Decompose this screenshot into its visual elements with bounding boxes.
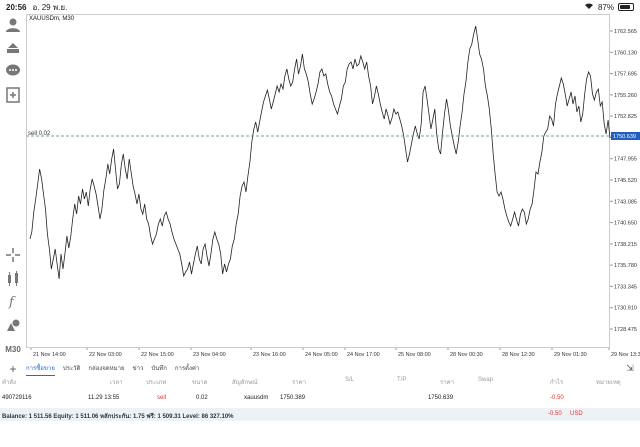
- order-time: 11.29 13:55: [88, 395, 120, 401]
- price-tick-label: 1743.085: [614, 199, 637, 205]
- tab-settings[interactable]: การตั้งค่า: [174, 366, 200, 372]
- col-order: คำสั่ง: [2, 380, 16, 386]
- time-tick-label: 21 Nov 14:00: [33, 352, 66, 358]
- person-icon[interactable]: [4, 16, 22, 34]
- price-tick-label: 1762.565: [614, 29, 637, 35]
- svg-text:f: f: [8, 295, 16, 309]
- battery-icon: [618, 3, 634, 11]
- chat-icon[interactable]: [4, 62, 22, 80]
- tab-mailbox[interactable]: กล่องจดหมาย: [88, 366, 125, 372]
- price-tick-label: 1755.260: [614, 93, 637, 99]
- price-tick-label: 1745.520: [614, 178, 637, 184]
- order-symbol: xauusdm: [244, 395, 269, 401]
- chart-canvas[interactable]: 1762.565 1760.130 1757.695 1755.260 1752.825…: [26, 14, 640, 362]
- price-tick-label: 1738.215: [614, 242, 637, 248]
- col-comment: หมายเหตุ: [596, 380, 621, 386]
- col-volume: ขนาด: [192, 380, 208, 386]
- price-line: [29, 25, 611, 280]
- time-tick-label: 28 Nov 12:30: [502, 352, 535, 358]
- order-type: sell: [157, 395, 167, 401]
- current-price-tag: [611, 132, 640, 140]
- col-time: เวลา: [110, 380, 123, 386]
- time-tick-label: 29 Nov 01:30: [554, 352, 587, 358]
- col-profit: กำไร: [550, 380, 564, 386]
- time-tick-label: 28 Nov 00:30: [450, 352, 483, 358]
- time-tick-label: 24 Nov 17:00: [347, 352, 380, 358]
- time-tick-label: 25 Nov 08:00: [398, 352, 431, 358]
- col-tp: T/P: [397, 377, 407, 383]
- current-price-label: 1750.639: [613, 134, 636, 140]
- time-tick-label: 24 Nov 05:00: [305, 352, 338, 358]
- trade-icon[interactable]: [4, 38, 22, 56]
- add-icon[interactable]: +: [9, 361, 17, 376]
- time-tick-label: 22 Nov 15:00: [141, 352, 174, 358]
- time-tick-label: 23 Nov 16:00: [253, 352, 286, 358]
- price-tick-label: 1730.910: [614, 306, 637, 312]
- plot-frame: [26, 14, 610, 348]
- tab-trade[interactable]: การซื้อขาย: [26, 361, 55, 376]
- terminal-toolbar: + การซื้อขาย ประวัติ กล่องจดหมาย ข่าว บั…: [0, 361, 640, 376]
- order-profit: -0.50: [550, 395, 564, 401]
- chart-symbol-label: XAUUSDm, M30: [29, 16, 75, 22]
- status-bar: 20:56 อ. 29 พ.ย. 87%: [0, 0, 640, 14]
- price-tick-label: 1740.650: [614, 221, 637, 227]
- battery-percent: 87%: [597, 2, 614, 12]
- indicators-icon[interactable]: [4, 270, 22, 288]
- tab-history[interactable]: ประวัติ: [62, 366, 81, 372]
- price-chart[interactable]: 1762.565 1760.130 1757.695 1755.260 1752.825…: [26, 14, 640, 362]
- balance-bar: Balance: 1 511.56 Equity: 1 511.06 หลักป…: [0, 408, 640, 421]
- balance-profit: -0.50: [548, 411, 562, 417]
- col-swap: Swap: [478, 377, 494, 383]
- balance-text: Balance: 1 511.56 Equity: 1 511.06 หลักป…: [2, 414, 234, 420]
- col-price: ราคา: [292, 380, 306, 386]
- objects-icon[interactable]: [4, 316, 22, 334]
- balance-currency: USD: [570, 411, 583, 417]
- price-tick-label: 1752.825: [614, 114, 637, 120]
- order-volume: 0.02: [196, 395, 208, 401]
- price-tick-label: 1735.780: [614, 263, 637, 269]
- price-tick-label: 1733.345: [614, 284, 637, 290]
- col-sl: S/L: [345, 377, 355, 383]
- left-toolbar: f M30: [0, 14, 26, 362]
- col-symbol: สัญลักษณ์: [232, 380, 258, 386]
- orders-panel: คำสั่ง เวลา ประเภท ขนาด สัญลักษณ์ ราคา S…: [0, 375, 640, 447]
- col-current-price: ราคา: [440, 380, 454, 386]
- crosshair-icon[interactable]: [4, 246, 22, 264]
- tab-news[interactable]: ข่าว: [132, 366, 144, 372]
- order-current-price: 1750.639: [428, 395, 454, 401]
- price-tick-label: 1757.695: [614, 72, 637, 78]
- new-chart-icon[interactable]: [4, 86, 22, 104]
- time-tick-label: 22 Nov 03:00: [89, 352, 122, 358]
- tab-journal[interactable]: บันทึก: [151, 366, 167, 372]
- time-tick-label: 29 Nov 13:30: [611, 352, 640, 358]
- price-tick-label: 1747.955: [614, 157, 637, 163]
- time-tick-label: 23 Nov 04:00: [193, 352, 226, 358]
- function-icon[interactable]: f: [4, 292, 22, 310]
- order-open-price: 1750.389: [280, 395, 306, 401]
- col-type: ประเภท: [146, 380, 167, 386]
- wifi-icon: [584, 2, 594, 12]
- timeframe-button[interactable]: M30: [5, 344, 21, 354]
- price-tick-label: 1728.475: [614, 327, 637, 333]
- collapse-panel-icon[interactable]: ⇲: [626, 363, 634, 373]
- status-date: อ. 29 พ.ย.: [32, 2, 68, 12]
- order-id: 490729116: [2, 395, 32, 401]
- position-label: sell 0.02: [28, 131, 51, 137]
- price-tick-label: 1760.130: [614, 50, 637, 56]
- status-time: 20:56: [6, 2, 27, 12]
- terminal-tabs: การซื้อขาย ประวัติ กล่องจดหมาย ข่าว บันท…: [26, 361, 199, 376]
